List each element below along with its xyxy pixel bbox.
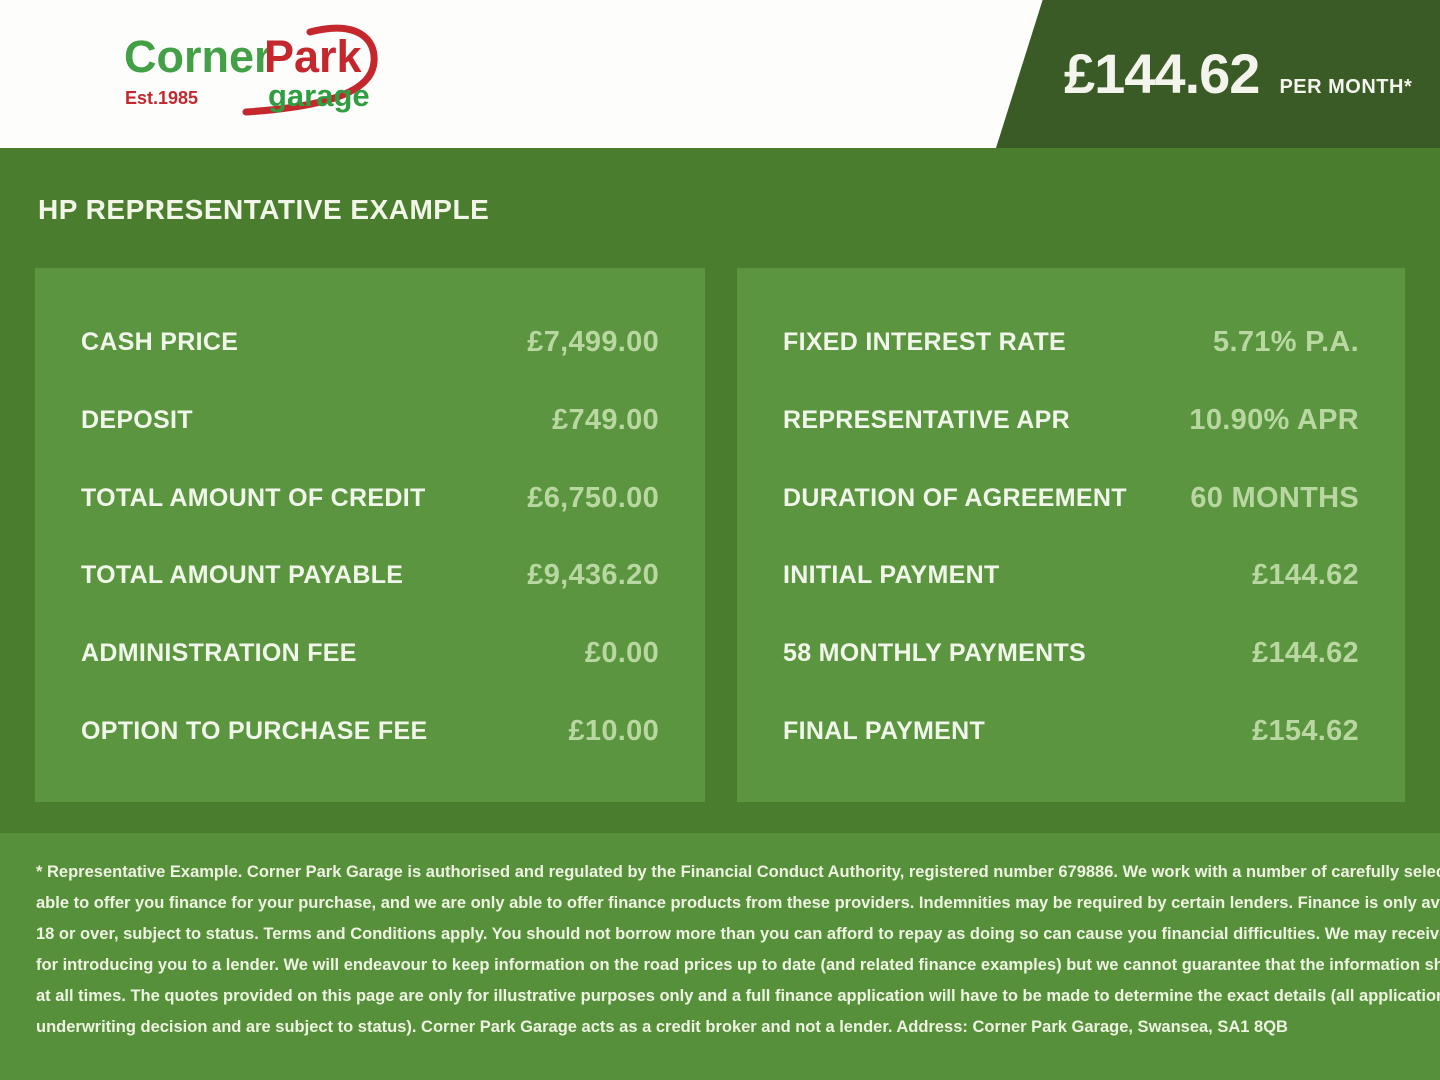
- finance-value: 5.71% P.A.: [1213, 326, 1359, 359]
- finance-row-option-to-purchase-fee: OPTION TO PURCHASE FEE £10.00: [35, 692, 705, 770]
- finance-label: FINAL PAYMENT: [783, 716, 986, 745]
- logo-text-established: Est.1985: [125, 88, 198, 108]
- logo-swoosh: [242, 24, 378, 116]
- finance-value: 60 MONTHS: [1190, 481, 1359, 514]
- finance-row-total-credit: TOTAL AMOUNT OF CREDIT £6,750.00: [35, 459, 705, 537]
- finance-panel-right: FIXED INTEREST RATE 5.71% P.A. REPRESENT…: [737, 268, 1405, 802]
- header: Corner Park garage Est.1985 £144.62 PER …: [0, 0, 1440, 148]
- disclaimer-line: able to offer you finance for your purch…: [36, 894, 1440, 912]
- finance-label: CASH PRICE: [81, 328, 239, 357]
- finance-value: £154.62: [1252, 714, 1359, 747]
- finance-label: FIXED INTEREST RATE: [783, 328, 1067, 357]
- monthly-price-suffix: PER MONTH*: [1279, 76, 1413, 98]
- finance-value: £144.62: [1252, 637, 1359, 670]
- finance-row-cash-price: CASH PRICE £7,499.00: [35, 304, 705, 382]
- disclaimer-line: at all times. The quotes provided on thi…: [36, 987, 1440, 1005]
- finance-value: 10.90% APR: [1189, 404, 1359, 436]
- finance-panel-left: CASH PRICE £7,499.00 DEPOSIT £749.00 TOT…: [35, 268, 705, 802]
- finance-label: DURATION OF AGREEMENT: [783, 483, 1127, 512]
- finance-row-initial-payment: INITIAL PAYMENT £144.62: [737, 537, 1405, 615]
- disclaimer-line: for introducing you to a lender. We will…: [36, 956, 1440, 974]
- monthly-price-amount: £144.62: [1064, 42, 1260, 105]
- monthly-price-banner: £144.62 PER MONTH*: [996, 0, 1440, 148]
- finance-value: £0.00: [584, 637, 659, 670]
- finance-row-monthly-payments: 58 MONTHLY PAYMENTS £144.62: [737, 615, 1405, 693]
- finance-row-total-payable: TOTAL AMOUNT PAYABLE £9,436.20: [35, 537, 705, 615]
- finance-label: ADMINISTRATION FEE: [81, 639, 357, 668]
- finance-value: £9,436.20: [527, 559, 659, 592]
- finance-label: OPTION TO PURCHASE FEE: [81, 716, 428, 745]
- finance-row-representative-apr: REPRESENTATIVE APR 10.90% APR: [737, 382, 1405, 460]
- finance-row-final-payment: FINAL PAYMENT £154.62: [737, 692, 1405, 770]
- finance-label: INITIAL PAYMENT: [783, 561, 1000, 590]
- finance-label: REPRESENTATIVE APR: [783, 406, 1070, 434]
- disclaimer-line: underwriting decision and are subject to…: [36, 1018, 1288, 1036]
- logo-text-garage: garage: [268, 78, 370, 113]
- logo-text-corner: Corner: [124, 31, 272, 82]
- finance-label: 58 MONTHLY PAYMENTS: [783, 639, 1087, 668]
- disclaimer-line: * Representative Example. Corner Park Ga…: [36, 863, 1440, 881]
- finance-row-duration: DURATION OF AGREEMENT 60 MONTHS: [737, 459, 1405, 537]
- finance-label: TOTAL AMOUNT OF CREDIT: [81, 483, 426, 512]
- finance-label: DEPOSIT: [81, 406, 193, 434]
- finance-row-deposit: DEPOSIT £749.00: [35, 382, 705, 460]
- logo-graphic: Corner Park garage Est.1985: [124, 24, 378, 116]
- disclaimer-strip: * Representative Example. Corner Park Ga…: [0, 833, 1440, 1080]
- finance-label: TOTAL AMOUNT PAYABLE: [81, 561, 404, 590]
- logo-text-park: Park: [264, 31, 363, 82]
- finance-row-admin-fee: ADMINISTRATION FEE £0.00: [35, 615, 705, 693]
- finance-value: £6,750.00: [527, 481, 659, 514]
- finance-value: £10.00: [568, 714, 659, 747]
- corner-park-garage-logo: Corner Park garage Est.1985: [118, 16, 398, 128]
- page-title: HP REPRESENTATIVE EXAMPLE: [38, 194, 490, 225]
- finance-value: £144.62: [1252, 559, 1359, 592]
- finance-value: £7,499.00: [527, 326, 659, 359]
- finance-row-fixed-interest-rate: FIXED INTEREST RATE 5.71% P.A.: [737, 304, 1405, 382]
- finance-example-section: HP REPRESENTATIVE EXAMPLE CASH PRICE £7,…: [0, 148, 1440, 833]
- disclaimer-line: 18 or over, subject to status. Terms and…: [36, 925, 1440, 943]
- finance-value: £749.00: [552, 404, 659, 436]
